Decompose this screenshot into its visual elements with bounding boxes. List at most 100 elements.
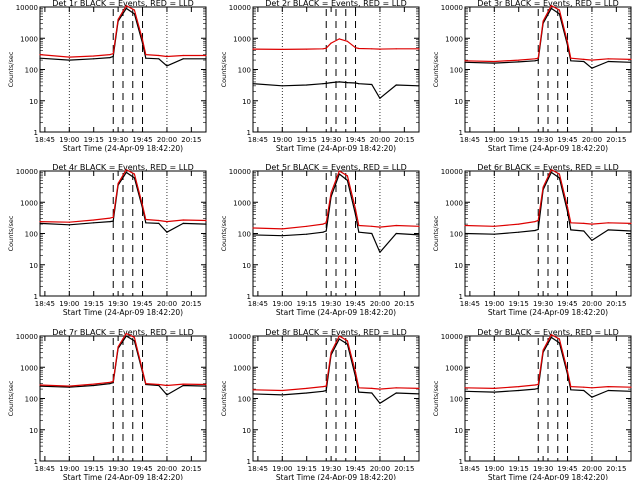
x-tick-label: 19:00 <box>272 465 292 473</box>
events-data-point <box>252 83 254 85</box>
lld-data-point <box>566 370 569 372</box>
lld-data-point <box>252 389 254 391</box>
lld-data-point <box>550 334 552 336</box>
events-data-point <box>591 239 593 241</box>
events-data-point <box>158 58 160 60</box>
events-data-point <box>68 224 70 226</box>
lld-data-point <box>325 47 327 49</box>
events-data-point <box>281 85 283 87</box>
events-data-point <box>166 231 168 233</box>
events-data-point <box>109 383 111 385</box>
y-axis-label: Counts/sec <box>432 380 440 416</box>
events-data-point <box>338 173 340 175</box>
x-tick-label: 20:00 <box>370 300 390 308</box>
lld-data-point <box>518 59 520 61</box>
lld-data-point <box>39 54 41 56</box>
events-series-line <box>252 338 420 404</box>
plot-title: Det 8r BLACK = Events, RED = LLD <box>265 328 407 337</box>
detector-plot-1: Det 1r BLACK = Events, RED = LLD 1 10 100 10… <box>7 0 207 153</box>
lld-data-point <box>322 223 324 225</box>
events-data-point <box>93 58 95 60</box>
events-data-point <box>418 393 420 395</box>
events-data-point <box>591 396 593 398</box>
lld-data-point <box>464 224 466 227</box>
x-tick-label: 19:45 <box>557 136 577 144</box>
x-tick-label: 18:45 <box>35 300 55 308</box>
lld-data-point <box>583 386 585 388</box>
x-axis-label: Start Time (24-Apr-09 18:42:20) <box>488 308 608 317</box>
lld-data-point <box>322 48 324 50</box>
events-data-point <box>518 389 520 392</box>
lld-data-point <box>346 40 348 42</box>
events-data-point <box>182 222 184 224</box>
y-tick-label: 10 <box>29 98 38 106</box>
events-data-point <box>166 394 168 396</box>
y-tick-label: 1 <box>34 293 38 301</box>
events-data-point <box>338 338 340 340</box>
lld-data-point <box>354 47 357 49</box>
lld-data-point <box>145 383 147 385</box>
lld-data-point <box>205 219 207 222</box>
events-data-point <box>379 251 381 253</box>
lld-data-point <box>630 386 632 388</box>
x-tick-label: 18:45 <box>248 300 268 308</box>
lld-data-point <box>281 48 283 51</box>
lld-data-point <box>418 387 420 389</box>
events-data-point <box>607 229 609 231</box>
x-tick-label: 19:15 <box>84 300 104 308</box>
lld-data-point <box>281 389 283 392</box>
lld-data-point <box>542 349 544 351</box>
events-data-point <box>205 58 207 60</box>
events-data-point <box>630 230 632 232</box>
y-tick-label: 10000 <box>16 4 38 12</box>
events-data-point <box>281 394 283 396</box>
x-axis-label: Start Time (24-Apr-09 18:42:20) <box>488 473 608 480</box>
lld-data-point <box>566 41 569 43</box>
x-tick-label: 18:45 <box>35 136 55 144</box>
y-tick-label: 100 <box>25 231 38 239</box>
lld-data-point <box>630 58 632 61</box>
lld-data-point <box>166 221 168 223</box>
events-data-point <box>607 389 609 392</box>
x-axis-label: Start Time (24-Apr-09 18:42:20) <box>488 144 608 153</box>
lld-data-point <box>607 386 609 388</box>
x-axis-label: Start Time (24-Apr-09 18:42:20) <box>63 144 183 153</box>
x-tick-label: 19:15 <box>297 300 317 308</box>
y-tick-label: 10 <box>242 262 251 270</box>
lld-data-point <box>145 218 147 221</box>
x-tick-label: 20:00 <box>582 136 602 144</box>
events-data-point <box>358 231 360 233</box>
events-data-point <box>252 393 254 395</box>
lld-data-point <box>537 57 539 59</box>
lld-data-point <box>607 222 609 224</box>
events-data-point <box>379 402 381 404</box>
lld-data-point <box>133 9 135 11</box>
plot-title: Det 1r BLACK = Events, RED = LLD <box>52 0 194 8</box>
detector-plot-2: Det 2r BLACK = Events, RED = LLD 1 10 100 10… <box>220 0 420 153</box>
lld-data-point <box>109 217 111 219</box>
y-axis-label: Counts/sec <box>220 51 228 87</box>
lld-data-point <box>570 222 572 224</box>
lld-data-point <box>464 60 466 62</box>
events-data-point <box>68 386 70 388</box>
x-tick-label: 19:45 <box>345 300 365 308</box>
lld-data-point <box>493 60 495 63</box>
events-series-line <box>39 7 206 67</box>
lld-data-point <box>371 48 373 50</box>
lld-data-point <box>534 221 536 223</box>
lld-data-point <box>346 175 348 177</box>
lld-data-point <box>518 386 520 388</box>
y-tick-label: 1 <box>34 129 38 137</box>
events-data-point <box>418 85 420 87</box>
lld-data-point <box>534 58 536 60</box>
events-data-point <box>338 81 340 83</box>
x-axis-label: Start Time (24-Apr-09 18:42:20) <box>276 473 396 480</box>
x-tick-label: 19:45 <box>132 465 152 473</box>
lld-data-point <box>117 346 119 348</box>
y-axis-label: Counts/sec <box>220 380 228 416</box>
lld-data-point <box>537 219 539 222</box>
lld-data-point <box>607 58 609 60</box>
events-data-point <box>306 392 308 394</box>
lld-data-point <box>117 18 119 20</box>
x-tick-label: 19:45 <box>557 465 577 473</box>
